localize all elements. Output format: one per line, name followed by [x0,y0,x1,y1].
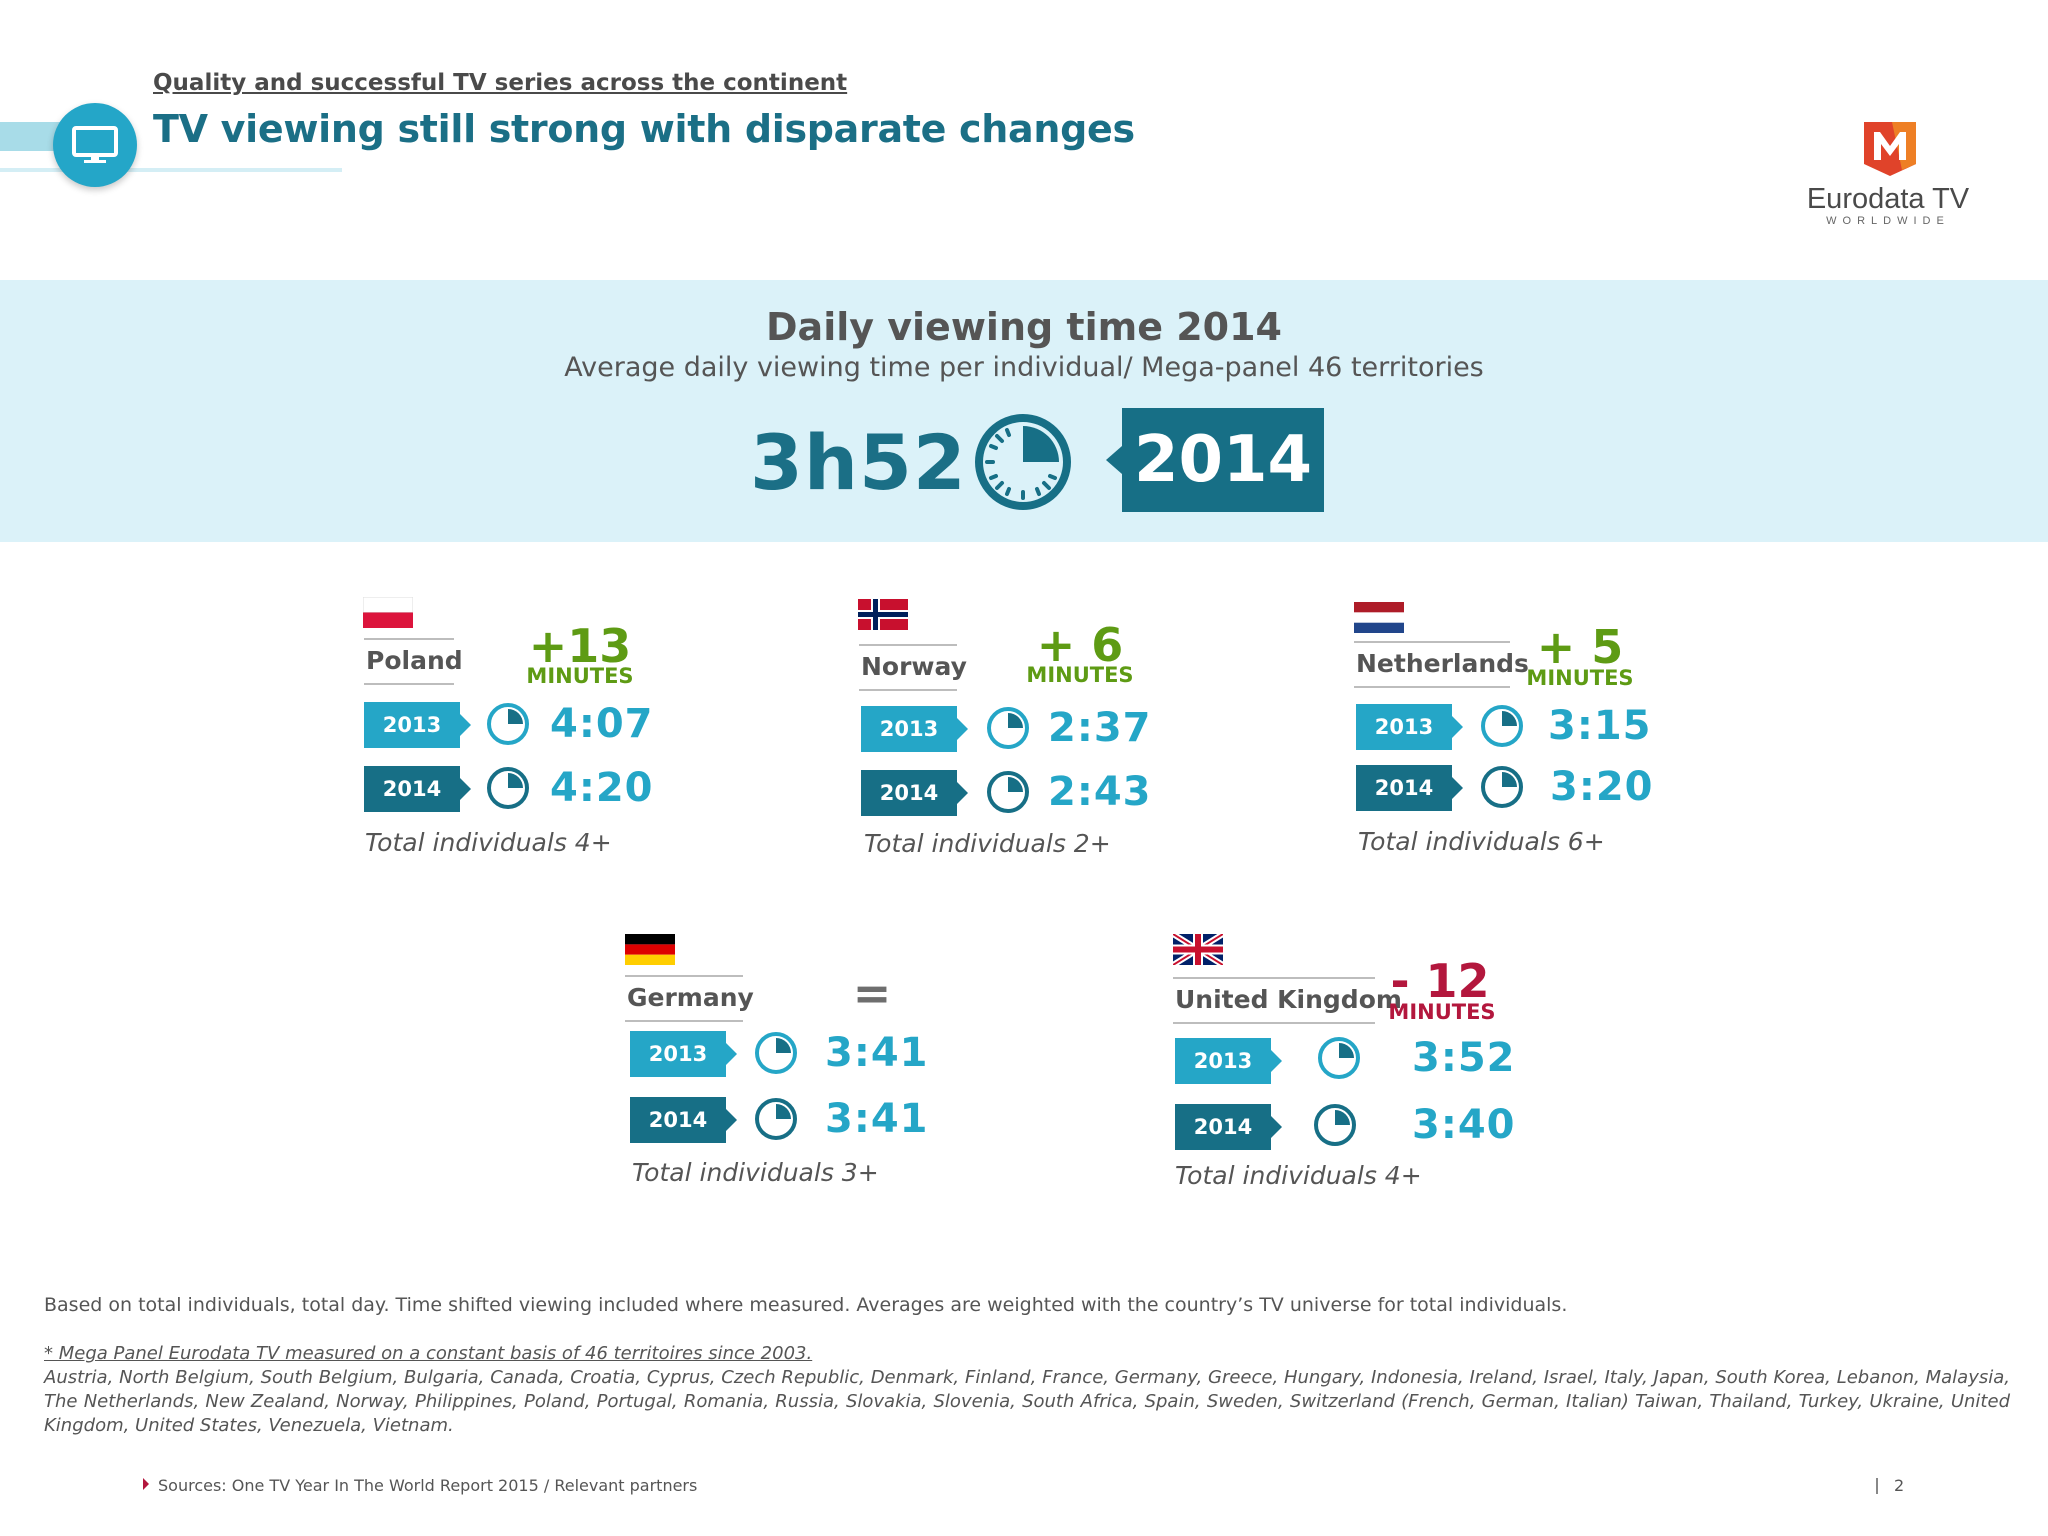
year-tag-pointer [460,714,471,736]
viewing-time-2013: 3:41 [825,1030,929,1076]
change-value: +13 [528,619,632,673]
year-tag-pointer [1271,1050,1282,1072]
year-tag-pointer [460,778,471,800]
change-unit: MINUTES [1026,663,1134,687]
country-name: Netherlands [1354,641,1529,688]
year-tag-pointer [1452,777,1463,799]
audience-base: Total individuals 4+ [1175,1161,1422,1190]
viewing-time-2013: 2:37 [1048,705,1152,751]
clock-icon [1316,1035,1362,1085]
mega-panel-footnote: * Mega Panel Eurodata TV measured on a c… [44,1343,813,1364]
year-tag-pointer [957,782,968,804]
viewing-time-2013: 3:52 [1412,1035,1516,1081]
banner-subtitle: Average daily viewing time per individua… [564,352,1484,383]
year-tag-pointer [1452,716,1463,738]
united-kingdom-flag-icon [1173,934,1223,965]
change-unit: MINUTES [1526,666,1634,690]
clock-icon [1479,703,1525,753]
viewing-time-2014: 3:41 [825,1096,929,1142]
germany-flag-icon [625,934,675,965]
year-tag-2014: 2014 [630,1097,726,1143]
year-tag-pointer [1271,1116,1282,1138]
country-name: Germany [625,975,754,1022]
netherlands-flag-icon [1354,602,1404,633]
viewing-time-2014: 3:40 [1412,1102,1516,1148]
year-badge-pointer [1106,446,1122,474]
viewing-time-2014: 3:20 [1550,764,1654,810]
sources-line: Sources: One TV Year In The World Report… [158,1476,698,1495]
methodology-note: Based on total individuals, total day. T… [44,1294,1568,1316]
year-tag-2013: 2013 [1356,704,1452,750]
year-tag-pointer [726,1043,737,1065]
year-tag-2014: 2014 [1356,765,1452,811]
clock-icon [1479,764,1525,814]
audience-base: Total individuals 4+ [365,828,612,857]
page-number: 2 [1894,1476,1905,1495]
clock-icon [753,1096,799,1146]
poland-flag-icon [363,597,413,628]
year-badge: 2014 [1122,408,1324,512]
audience-base: Total individuals 6+ [1358,827,1605,856]
country-name: Poland [364,638,463,685]
viewing-time-2014: 4:20 [550,765,654,811]
change-value: = [852,966,892,1020]
year-tag-2014: 2014 [1175,1104,1271,1150]
page-title: TV viewing still strong with disparate c… [153,107,1135,151]
audience-base: Total individuals 2+ [864,829,1111,858]
viewing-time-2014: 2:43 [1048,769,1152,815]
audience-base: Total individuals 3+ [632,1158,879,1187]
tv-monitor-icon [72,126,118,163]
year-tag-2014: 2014 [364,766,460,812]
year-tag-2013: 2013 [861,706,957,752]
logo-tagline: WORLDWIDE [1826,215,1950,227]
change-value: + 6 [1036,618,1124,672]
title-accent-bar [0,122,62,151]
year-tag-2013: 2013 [1175,1038,1271,1084]
clock-icon [985,705,1031,755]
bullet-arrow-icon [143,1478,149,1490]
change-value: - 12 [1390,954,1490,1008]
year-tag-2013: 2013 [630,1031,726,1077]
average-viewing-time: 3h52 [750,418,967,507]
territory-list: Austria, North Belgium, South Belgium, B… [44,1367,2010,1436]
clock-icon [973,412,1073,516]
logo-name: Eurodata TV [1806,183,1970,215]
clock-icon [985,769,1031,819]
eurodata-logo-icon [1862,120,1918,182]
change-unit: MINUTES [526,664,634,688]
clock-icon [1312,1102,1358,1152]
viewing-time-2013: 3:15 [1548,703,1652,749]
year-tag-pointer [957,718,968,740]
year-tag-2013: 2013 [364,702,460,748]
section-kicker: Quality and successful TV series across … [153,70,848,96]
page-divider [1876,1478,1878,1494]
clock-icon [485,765,531,815]
norway-flag-icon [858,599,908,630]
change-unit: MINUTES [1388,1000,1496,1024]
change-value: + 5 [1536,620,1624,674]
year-tag-pointer [726,1109,737,1131]
tv-badge [53,103,137,187]
country-name: United Kingdom [1173,977,1402,1024]
country-name: Norway [859,644,967,691]
viewing-time-2013: 4:07 [550,701,654,747]
banner-title: Daily viewing time 2014 [766,305,1282,349]
clock-icon [485,701,531,751]
year-tag-2014: 2014 [861,770,957,816]
clock-icon [753,1030,799,1080]
title-underline [0,168,342,172]
